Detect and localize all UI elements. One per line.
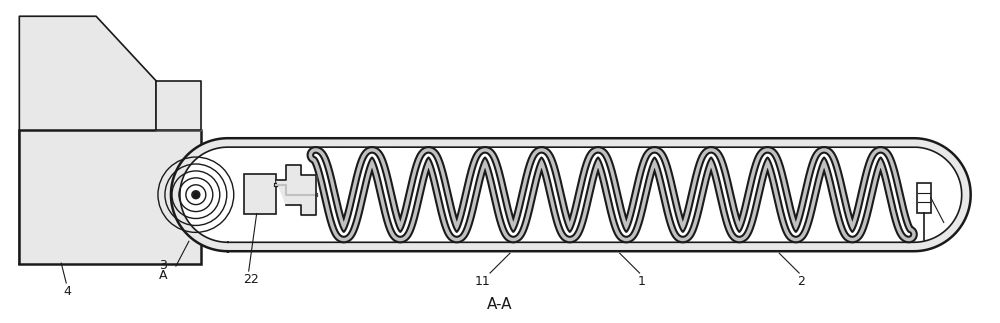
Bar <box>917 183 931 213</box>
Polygon shape <box>156 81 201 130</box>
Polygon shape <box>276 165 316 214</box>
Text: 1: 1 <box>638 275 645 288</box>
Text: 2: 2 <box>797 275 805 288</box>
Bar <box>19 130 201 264</box>
Polygon shape <box>180 147 962 242</box>
Text: 22: 22 <box>243 273 258 286</box>
Text: 4: 4 <box>63 285 71 298</box>
Text: 3: 3 <box>159 259 167 272</box>
Text: 11: 11 <box>475 275 491 288</box>
Polygon shape <box>19 16 156 264</box>
Polygon shape <box>171 138 971 251</box>
Circle shape <box>193 192 199 198</box>
Bar <box>244 174 276 214</box>
Text: A: A <box>159 269 167 282</box>
Text: A-A: A-A <box>487 297 513 312</box>
Text: 21: 21 <box>942 224 958 237</box>
